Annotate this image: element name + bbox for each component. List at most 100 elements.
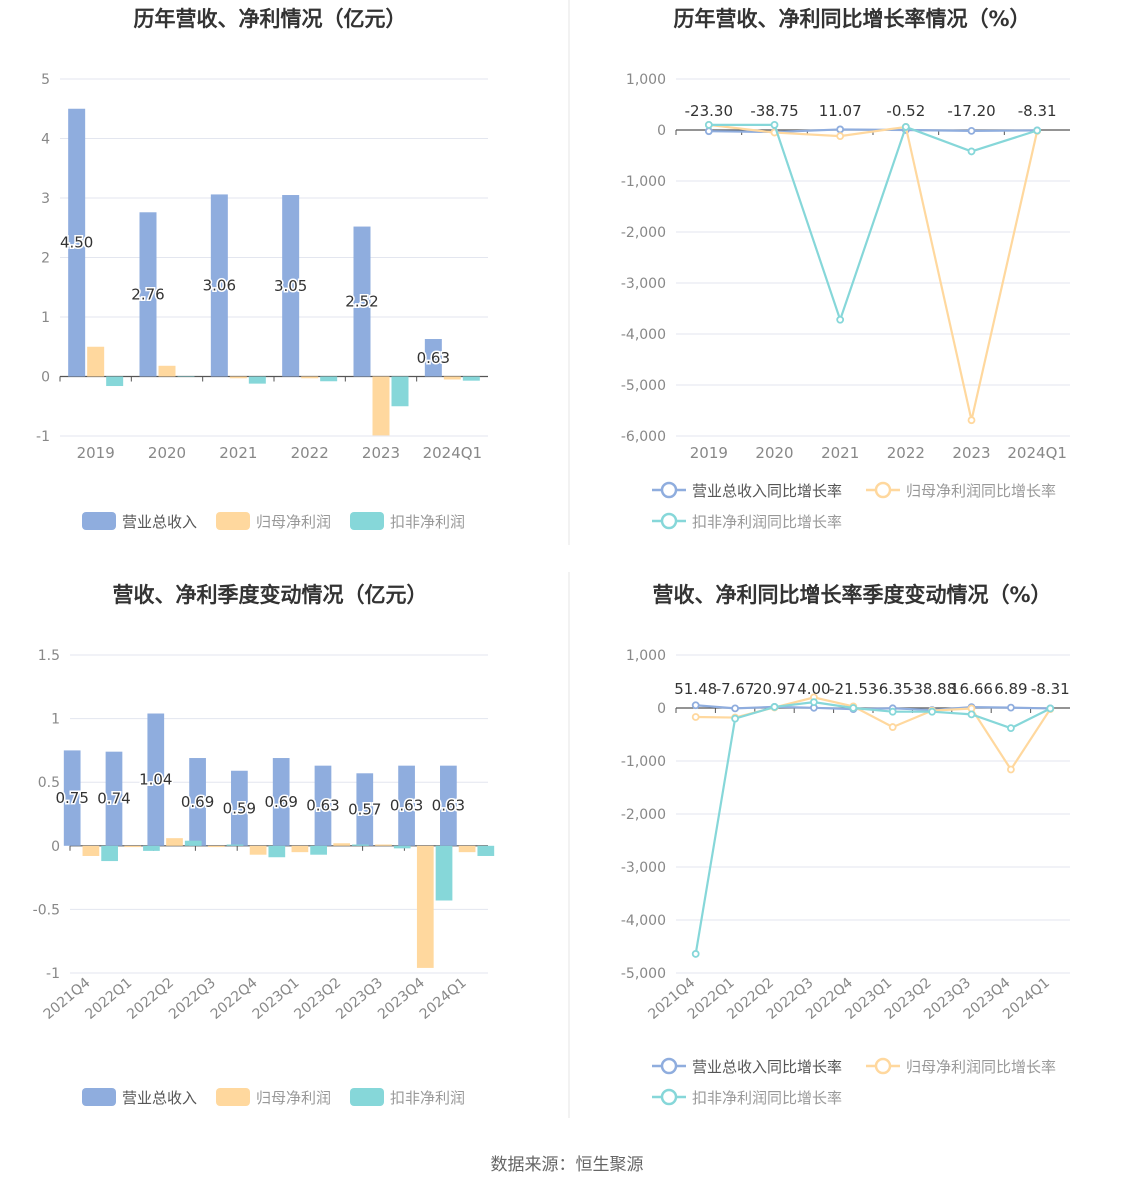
legend-item[interactable]: 营业总收入同比增长率: [652, 1057, 842, 1076]
legend-item[interactable]: 扣非净利润同比增长率: [652, 1088, 842, 1107]
legend-marker: [660, 481, 678, 499]
line-point: [731, 704, 739, 713]
data-label: -7.67: [716, 680, 755, 698]
data-label: 0.63: [432, 797, 465, 815]
data-label: -38.75: [750, 102, 798, 120]
bar-parent-profit: [443, 376, 461, 380]
data-label: 2.52: [345, 293, 378, 311]
line-point: [704, 127, 713, 136]
bar-revenue: [314, 765, 332, 846]
data-label: 16.66: [950, 680, 993, 698]
line-point: [849, 704, 858, 712]
y-tick-label: 5: [41, 72, 50, 88]
legend-item[interactable]: 扣非净利润同比增长率: [652, 512, 842, 531]
data-label: 4.50: [60, 234, 93, 252]
legend-marker: [874, 1057, 892, 1075]
line-point: [967, 147, 976, 156]
bar-deducted-profit: [268, 845, 286, 858]
x-tick-label: 2023: [362, 444, 400, 462]
legend-item[interactable]: 归母净利润: [216, 512, 331, 531]
bar-parent-profit: [82, 845, 100, 856]
data-label: -8.31: [1031, 680, 1070, 698]
x-tick-label: 2022: [291, 444, 329, 462]
y-tick-label: -6,000: [621, 429, 666, 445]
y-tick-label: -0.5: [33, 902, 60, 918]
y-tick-label: -4,000: [621, 913, 666, 929]
legend-label: 归母净利润: [256, 1089, 331, 1107]
legend-swatch: [82, 1088, 116, 1106]
bar-deducted-profit: [226, 844, 244, 846]
y-tick-label: -1: [46, 966, 60, 982]
bar-deducted-profit: [462, 376, 480, 381]
line-point: [836, 132, 845, 141]
bar-parent-profit: [158, 365, 176, 377]
y-tick-label: -2,000: [621, 807, 666, 823]
legend-item[interactable]: 扣非净利润: [350, 512, 465, 531]
legend-label: 归母净利润同比增长率: [906, 1058, 1056, 1076]
x-tick-label: 2024Q1: [423, 444, 483, 462]
legend-item[interactable]: 归母净利润: [216, 1088, 331, 1107]
line-point: [704, 121, 713, 129]
legend-swatch: [350, 512, 384, 530]
bar-revenue: [210, 194, 228, 377]
bar-parent-profit: [291, 845, 309, 853]
data-label: -17.20: [947, 102, 995, 120]
bar-deducted-profit: [177, 376, 195, 377]
bar-revenue: [63, 750, 81, 846]
data-label: 0.63: [417, 349, 450, 367]
bar-deducted-profit: [435, 845, 453, 901]
legend-item[interactable]: 归母净利润同比增长率: [866, 1057, 1056, 1076]
x-tick-label: 2021: [821, 444, 859, 462]
bar-deducted-profit: [391, 376, 409, 407]
legend-swatch: [350, 1088, 384, 1106]
y-tick-label: -4,000: [621, 327, 666, 343]
data-label: 0.69: [264, 793, 297, 811]
bar-parent-profit: [249, 845, 267, 855]
legend-item[interactable]: 归母净利润同比增长率: [866, 481, 1056, 500]
line-deducted-profit-growth: [694, 701, 1051, 955]
bar-deducted-profit: [143, 845, 160, 851]
bar-deducted-profit: [248, 376, 266, 384]
data-label: 20.97: [753, 680, 796, 698]
data-label: -8.31: [1018, 102, 1057, 120]
data-label: -0.52: [886, 102, 925, 120]
bar-revenue: [139, 212, 157, 377]
legend-swatch: [82, 512, 116, 530]
bar-parent-profit: [333, 843, 351, 846]
bar-revenue: [189, 758, 206, 846]
y-tick-label: 0.5: [38, 775, 60, 791]
y-tick-label: -1: [36, 429, 50, 445]
bar-deducted-profit: [352, 844, 369, 846]
bar-revenue: [424, 339, 442, 377]
y-tick-label: 2: [41, 251, 50, 267]
legend-label: 扣非净利润同比增长率: [692, 1089, 842, 1107]
chart-annual-growth: 历年营收、净利同比增长率情况（%） 1,000 0 -1,000 -2,000 -3,00…: [621, 7, 1070, 531]
line-revenue-growth: [695, 704, 1051, 712]
y-tick-label: 1,000: [626, 72, 666, 88]
legend-label: 扣非净利润同比增长率: [692, 513, 842, 531]
legend-item[interactable]: 营业总收入: [82, 512, 197, 531]
line-point: [770, 121, 779, 129]
data-label: 0.59: [223, 799, 256, 817]
x-tick-label: 2019: [77, 444, 115, 462]
data-label: -21.53: [829, 680, 877, 698]
bar-revenue: [147, 713, 165, 846]
legend-item[interactable]: 扣非净利润: [350, 1088, 465, 1107]
x-tick-label: 2019: [690, 444, 728, 462]
data-label: 0.69: [181, 793, 214, 811]
bar-deducted-profit: [393, 845, 411, 849]
legend-item[interactable]: 营业总收入: [82, 1088, 197, 1107]
legend-item[interactable]: 营业总收入同比增长率: [652, 481, 842, 500]
legend-marker: [660, 512, 678, 530]
y-tick-label: 0: [51, 839, 60, 855]
bar-deducted-profit: [184, 840, 202, 846]
data-label: 1.04: [139, 771, 172, 789]
bar-deducted-profit: [310, 845, 327, 855]
y-tick-label: 0: [41, 370, 50, 386]
legend-label: 营业总收入: [122, 513, 197, 531]
line-point: [1046, 704, 1055, 713]
data-label: -23.30: [685, 102, 733, 120]
legend-label: 扣非净利润: [390, 513, 465, 531]
line-point: [888, 707, 897, 716]
bar-deducted-profit: [477, 845, 495, 856]
